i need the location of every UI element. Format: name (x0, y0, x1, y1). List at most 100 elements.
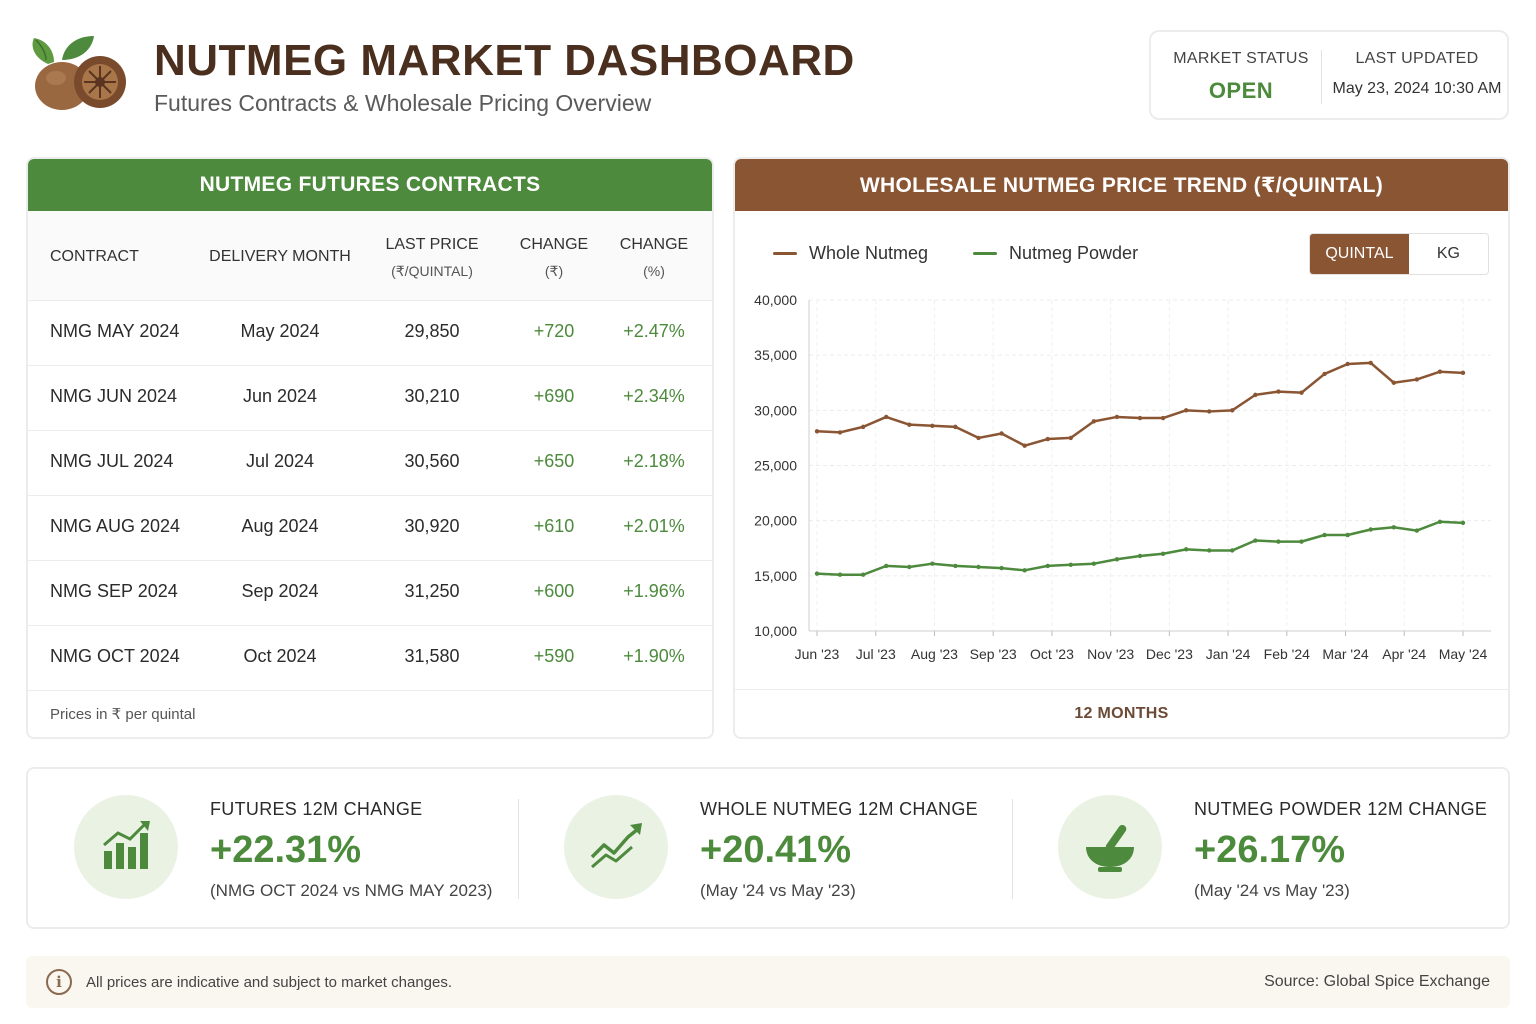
price-trend-panel: WHOLESALE NUTMEG PRICE TREND (₹/QUINTAL)… (733, 157, 1510, 739)
summary-card: FUTURES 12M CHANGE +22.31% (NMG OCT 2024… (26, 767, 1510, 929)
y-tick-label: 10,000 (754, 623, 797, 639)
stat-note: (NMG OCT 2024 vs NMG MAY 2023) (210, 881, 493, 900)
col-change-unit: (₹) (544, 263, 564, 279)
futures-12m-change-stat: FUTURES 12M CHANGE +22.31% (NMG OCT 2024… (28, 769, 518, 927)
x-tick-label: Apr '24 (1382, 646, 1426, 662)
data-point (953, 424, 958, 430)
data-point (814, 429, 820, 434)
contract-name: NMG OCT 2024 (50, 646, 180, 666)
data-point (976, 564, 981, 570)
market-status-value: OPEN (1208, 78, 1274, 103)
col-last-price-unit: (₹/QUINTAL) (391, 263, 473, 279)
last-updated-value: May 23, 2024 10:30 AM (1332, 80, 1502, 97)
contract-name: NMG JUN 2024 (50, 386, 178, 406)
change-percent: +2.47% (623, 321, 685, 341)
price-trend-title: WHOLESALE NUTMEG PRICE TREND (₹/QUINTAL) (735, 159, 1508, 211)
col-contract: CONTRACT (50, 248, 139, 265)
data-point (1230, 408, 1235, 413)
data-point (1322, 532, 1327, 538)
stat-label: NUTMEG POWDER 12M CHANGE (1194, 799, 1488, 819)
change-percent: +2.34% (623, 386, 685, 406)
delivery-month: Sep 2024 (241, 581, 319, 601)
data-point (1276, 389, 1281, 394)
change-value: +650 (533, 451, 575, 471)
data-point (1114, 557, 1120, 562)
data-point (1460, 520, 1466, 526)
x-tick-label: Sep '23 (970, 646, 1017, 662)
series-line-whole-nutmeg (816, 361, 1464, 447)
change-value: +590 (533, 646, 575, 666)
data-point (976, 435, 981, 441)
series-line-nutmeg-powder (816, 520, 1464, 576)
y-tick-label: 25,000 (754, 458, 797, 474)
last-price: 31,250 (404, 581, 460, 601)
nutmeg-logo-icon (28, 30, 132, 114)
contract-name: NMG JUL 2024 (50, 451, 174, 471)
range-label-12-months[interactable]: 12 MONTHS (1074, 705, 1169, 722)
y-tick-label: 35,000 (754, 347, 797, 363)
change-percent: +1.96% (623, 581, 685, 601)
x-tick-label: Nov '23 (1087, 646, 1134, 662)
data-point (1114, 414, 1120, 420)
legend-label-whole: Whole Nutmeg (809, 243, 929, 263)
market-status-card: MARKET STATUS OPEN LAST UPDATED May 23, … (1149, 30, 1509, 120)
bar-chart-icon (103, 821, 150, 869)
legend-swatch-whole (773, 252, 797, 255)
x-tick-label: May '24 (1439, 646, 1488, 662)
data-point (930, 561, 935, 566)
contract-name: NMG AUG 2024 (50, 516, 181, 536)
data-point (1253, 392, 1258, 398)
col-change-label: CHANGE (519, 236, 589, 253)
quintal-toggle-button[interactable]: QUINTAL (1310, 234, 1409, 274)
stat-note: (May '24 vs May '23) (700, 881, 856, 900)
data-point (1091, 419, 1097, 424)
contract-name: NMG SEP 2024 (50, 581, 178, 601)
table-row[interactable]: NMG MAY 2024 May 2024 29,850 +720 +2.47% (28, 301, 712, 366)
data-point (930, 423, 935, 428)
delivery-month: Aug 2024 (241, 516, 319, 536)
table-row[interactable]: NMG AUG 2024 Aug 2024 30,920 +610 +2.01% (28, 496, 712, 561)
last-price: 30,210 (404, 386, 460, 406)
data-point (1414, 377, 1420, 382)
data-point (1022, 443, 1027, 448)
last-price: 31,580 (404, 646, 460, 666)
table-row[interactable]: NMG JUL 2024 Jul 2024 30,560 +650 +2.18% (28, 431, 712, 496)
legend-whole-nutmeg: Whole Nutmeg (773, 243, 928, 264)
stat-note: (May '24 vs May '23) (1194, 881, 1350, 900)
status-divider (1321, 50, 1322, 104)
data-point (1276, 539, 1281, 544)
col-delivery-month: DELIVERY MONTH (209, 248, 351, 265)
col-last-price-label: LAST PRICE (385, 236, 479, 253)
data-point (999, 431, 1004, 436)
y-tick-label: 15,000 (754, 568, 797, 584)
table-row[interactable]: NMG JUN 2024 Jun 2024 30,210 +690 +2.34% (28, 366, 712, 431)
x-tick-label: Oct '23 (1030, 646, 1074, 662)
data-point (1460, 370, 1466, 376)
stat-label: WHOLE NUTMEG 12M CHANGE (700, 799, 978, 819)
y-tick-label: 20,000 (754, 513, 797, 529)
data-point (1322, 371, 1327, 377)
market-status-label: MARKET STATUS (1173, 50, 1309, 67)
x-tick-label: Mar '24 (1322, 646, 1368, 662)
change-percent: +2.18% (623, 451, 685, 471)
source-text: Source: Global Spice Exchange (1264, 973, 1490, 990)
kg-toggle-button[interactable]: KG (1408, 234, 1488, 274)
x-tick-label: Dec '23 (1146, 646, 1193, 662)
data-point (1207, 548, 1212, 553)
data-point (1368, 527, 1373, 532)
table-row[interactable]: NMG OCT 2024 Oct 2024 31,580 +590 +1.90% (28, 626, 712, 691)
table-row[interactable]: NMG SEP 2024 Sep 2024 31,250 +600 +1.96% (28, 561, 712, 626)
last-updated-label: LAST UPDATED (1355, 50, 1479, 67)
change-value: +690 (533, 386, 575, 406)
disclaimer-text: All prices are indicative and subject to… (86, 974, 453, 991)
data-point (1414, 528, 1420, 533)
stat-value: +22.31% (210, 829, 362, 871)
data-point (1299, 390, 1304, 395)
data-point (1183, 408, 1189, 413)
page-subtitle: Futures Contracts & Wholesale Pricing Ov… (154, 90, 652, 116)
futures-panel: NUTMEG FUTURES CONTRACTS CONTRACT DELIVE… (26, 157, 714, 739)
data-point (1137, 415, 1143, 421)
futures-panel-title: NUTMEG FUTURES CONTRACTS (28, 159, 712, 211)
change-value: +720 (533, 321, 575, 341)
data-point (1207, 409, 1212, 414)
